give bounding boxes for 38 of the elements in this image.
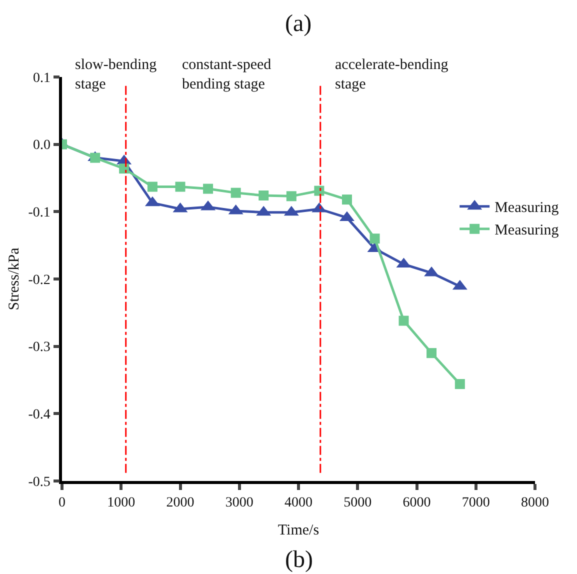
x-tick-label: 5000 bbox=[344, 496, 372, 511]
x-tick-label: 8000 bbox=[521, 496, 549, 511]
y-tick-label: -0.2 bbox=[28, 272, 50, 288]
x-tick-label: 0 bbox=[58, 496, 66, 511]
point bbox=[342, 194, 352, 205]
point bbox=[90, 152, 100, 163]
annotation: accelerate-bending stage bbox=[335, 57, 449, 92]
x-axis-title: Time/s bbox=[278, 522, 320, 539]
x-tick-label: 7000 bbox=[462, 496, 490, 511]
y-tick-label: -0.1 bbox=[28, 206, 50, 221]
point bbox=[203, 184, 214, 194]
y-axis-title: Stress/kPa bbox=[6, 247, 23, 310]
legend-label: Measuring bbox=[494, 200, 560, 216]
y-tick-label: -0.3 bbox=[28, 340, 50, 356]
point bbox=[454, 379, 465, 390]
x-tick-label: 1000 bbox=[107, 496, 136, 511]
x-tick-label: 2000 bbox=[166, 496, 194, 511]
y-tick-label: 0.0 bbox=[32, 138, 50, 154]
point bbox=[258, 190, 269, 201]
x-tick-label: 4000 bbox=[284, 496, 312, 511]
x-tick-label: 6000 bbox=[402, 496, 431, 511]
point bbox=[230, 188, 241, 198]
legend-label: Measuring bbox=[494, 222, 560, 239]
annotation: slow-bending stage bbox=[75, 57, 158, 92]
x-tick-label: 3000 bbox=[225, 496, 254, 511]
y-tick-label: -0.4 bbox=[28, 408, 50, 423]
text: (a) bbox=[285, 11, 312, 37]
text: (b) bbox=[285, 547, 313, 573]
point bbox=[370, 234, 380, 244]
y-tick-label: -0.5 bbox=[28, 474, 50, 490]
point bbox=[426, 348, 437, 358]
point bbox=[286, 191, 296, 202]
point bbox=[314, 186, 324, 196]
point bbox=[398, 316, 409, 326]
point bbox=[147, 182, 158, 192]
annotation: constant-speed bending stage bbox=[182, 57, 272, 92]
point bbox=[175, 182, 186, 192]
y-tick-label: 0.1 bbox=[32, 70, 50, 86]
